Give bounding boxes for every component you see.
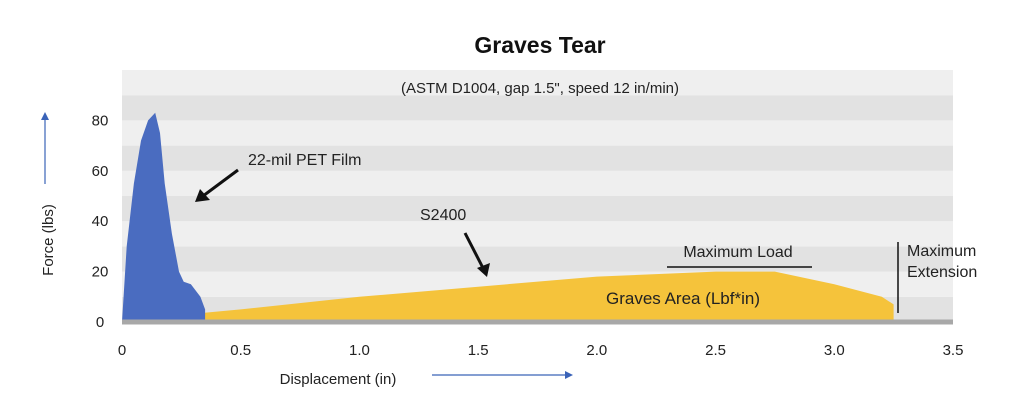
x-tick-label: 2.0: [586, 342, 607, 359]
grid-band: [122, 170, 953, 196]
maximum-extension-label-line2: Extension: [907, 264, 977, 281]
y-tick-label: 20: [92, 264, 109, 281]
plot-background-bands: [122, 70, 953, 322]
grid-band: [122, 221, 953, 247]
s2400-arrow-icon: [477, 263, 490, 277]
maximum-load-label: Maximum Load: [683, 244, 792, 261]
pet-film-arrow-line: [202, 168, 239, 198]
maximum-extension-label-line1: Maximum: [907, 243, 976, 260]
pet-film-label: 22-mil PET Film: [248, 152, 362, 169]
x-tick-label: 1.0: [349, 342, 370, 359]
x-axis-arrow-icon: [565, 371, 573, 379]
y-tick-label: 80: [92, 112, 109, 129]
series-area-s2400: [122, 271, 894, 322]
grid-band: [122, 120, 953, 146]
grid-band: [122, 145, 953, 171]
graves-area-label: Graves Area (Lbf*in): [606, 289, 760, 308]
x-tick-labels: 0 0.5 1.0 1.5 2.0 2.5 3.0 3.5: [118, 342, 964, 359]
y-tick-label: 60: [92, 163, 109, 180]
grid-band: [122, 246, 953, 272]
data-areas: [122, 112, 894, 322]
x-tick-label: 2.5: [705, 342, 726, 359]
pet-film-arrow-icon: [195, 189, 210, 202]
s2400-label: S2400: [420, 207, 466, 224]
x-tick-label: 0.5: [230, 342, 251, 359]
y-tick-labels: 0 20 40 60 80: [92, 112, 109, 331]
y-tick-label: 0: [96, 314, 104, 331]
x-tick-label: 3.5: [943, 342, 964, 359]
s2400-arrow-line: [463, 232, 485, 269]
grid-band: [122, 95, 953, 121]
series-area-22-mil-pet-film: [122, 112, 206, 322]
chart-title: Graves Tear: [474, 32, 605, 58]
y-axis-label: Force (lbs): [40, 204, 57, 276]
x-axis-label: Displacement (in): [280, 371, 397, 388]
x-tick-label: 0: [118, 342, 126, 359]
grid-band: [122, 70, 953, 96]
y-axis-arrow-icon: [41, 112, 49, 120]
y-tick-label: 40: [92, 213, 109, 230]
x-tick-label: 3.0: [824, 342, 845, 359]
chart-subtitle: (ASTM D1004, gap 1.5", speed 12 in/min): [401, 80, 679, 97]
grid-band: [122, 196, 953, 222]
x-tick-label: 1.5: [468, 342, 489, 359]
